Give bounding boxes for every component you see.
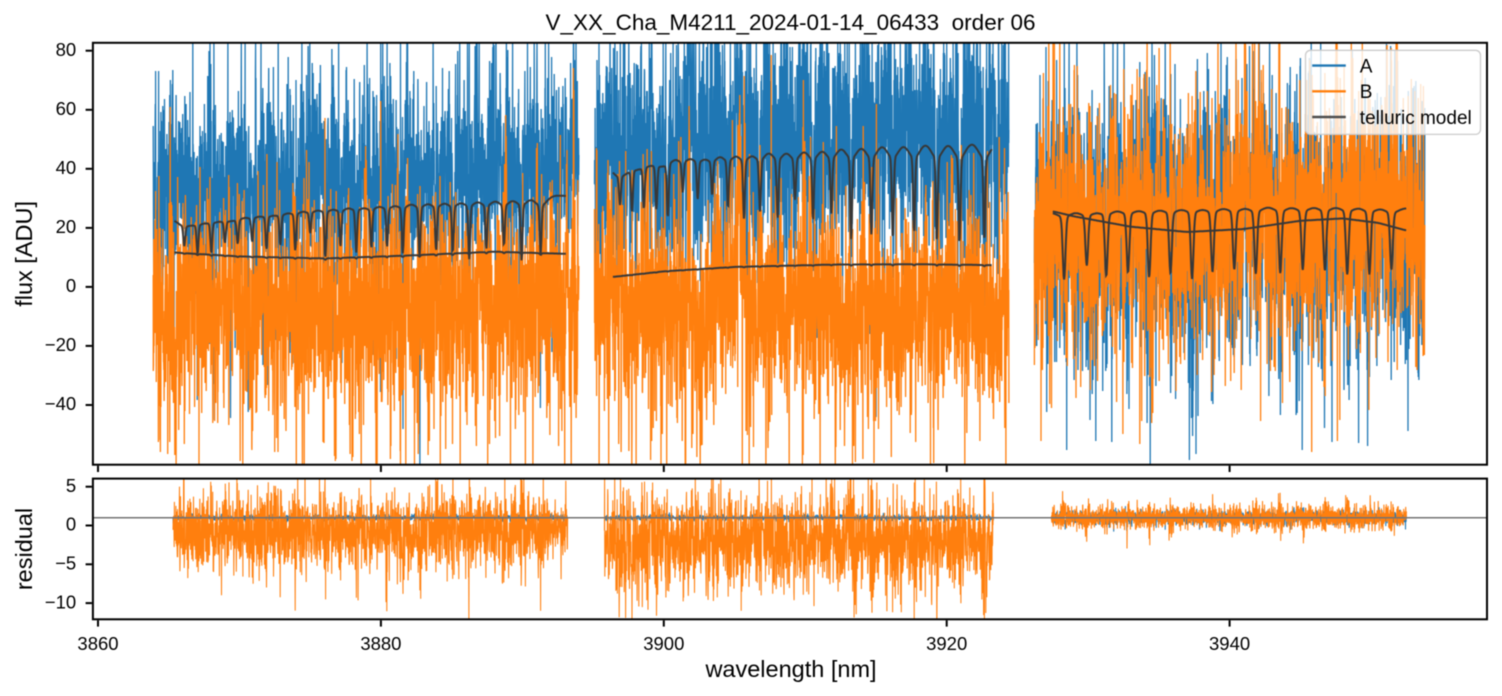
svg-text:3880: 3880 bbox=[360, 633, 401, 654]
svg-text:0: 0 bbox=[66, 275, 76, 296]
svg-text:B: B bbox=[1360, 82, 1373, 103]
svg-text:60: 60 bbox=[56, 98, 77, 119]
svg-text:telluric model: telluric model bbox=[1360, 108, 1472, 129]
svg-text:flux [ADU]: flux [ADU] bbox=[11, 201, 37, 307]
svg-text:wavelength [nm]: wavelength [nm] bbox=[704, 656, 876, 682]
svg-text:−5: −5 bbox=[55, 553, 76, 574]
svg-text:5: 5 bbox=[66, 475, 76, 496]
svg-text:V_XX_Cha_M4211_2024-01-14_0643: V_XX_Cha_M4211_2024-01-14_06433 order 06 bbox=[546, 10, 1036, 35]
svg-text:−40: −40 bbox=[45, 393, 76, 414]
svg-text:3860: 3860 bbox=[77, 633, 118, 654]
svg-text:3940: 3940 bbox=[1209, 633, 1250, 654]
svg-text:3900: 3900 bbox=[643, 633, 684, 654]
svg-text:80: 80 bbox=[56, 39, 77, 60]
svg-text:residual: residual bbox=[11, 508, 37, 590]
svg-text:−10: −10 bbox=[45, 591, 76, 612]
svg-text:0: 0 bbox=[66, 514, 76, 535]
svg-text:20: 20 bbox=[56, 216, 77, 237]
svg-text:−20: −20 bbox=[45, 334, 76, 355]
svg-text:40: 40 bbox=[56, 157, 77, 178]
svg-text:A: A bbox=[1360, 56, 1373, 77]
svg-text:3920: 3920 bbox=[926, 633, 967, 654]
